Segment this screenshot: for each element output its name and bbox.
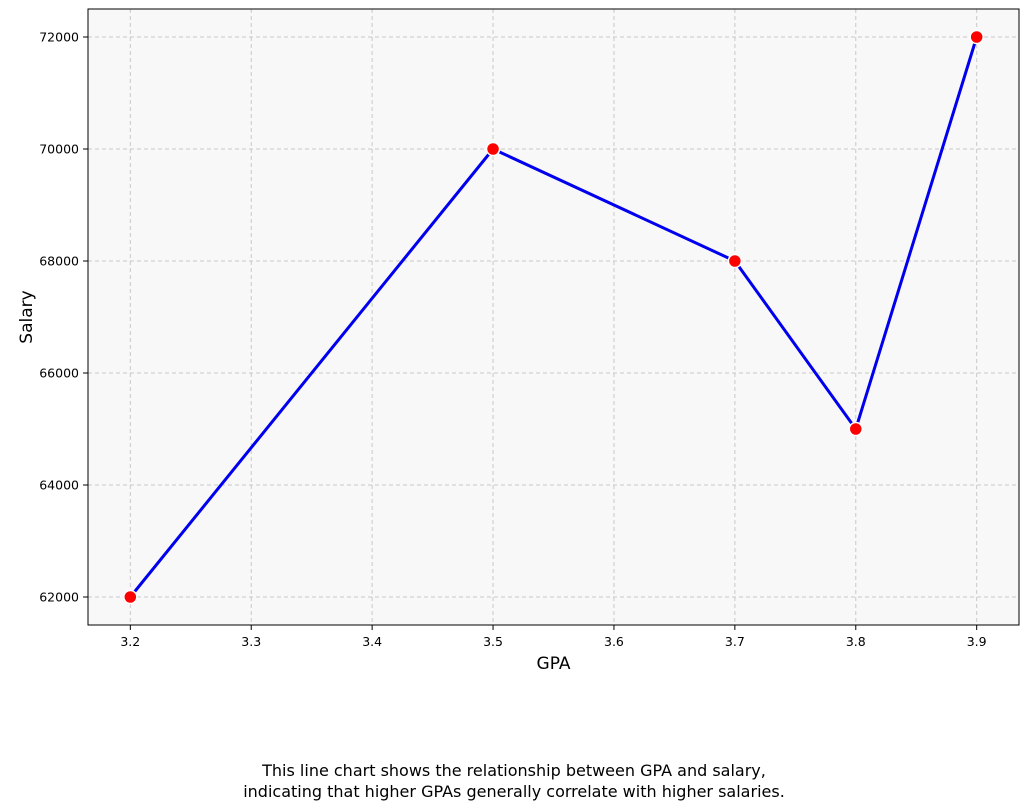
x-tick-label: 3.6 — [604, 634, 624, 649]
x-tick-label: 3.8 — [846, 634, 866, 649]
chart-caption: This line chart shows the relationship b… — [0, 760, 1028, 802]
grid-lines — [88, 9, 1019, 625]
series-group — [123, 29, 984, 605]
y-tick-label: 62000 — [39, 590, 79, 605]
x-axis-label: GPA — [537, 654, 571, 674]
x-tick-label: 3.9 — [967, 634, 987, 649]
y-tick-label: 68000 — [39, 254, 79, 269]
y-tick-label: 70000 — [39, 142, 79, 157]
x-tick-label: 3.4 — [362, 634, 382, 649]
data-point — [969, 29, 984, 45]
plot-area — [88, 9, 1019, 625]
caption-line-1: This line chart shows the relationship b… — [262, 761, 766, 780]
y-tick-label: 64000 — [39, 478, 79, 493]
x-axis-ticks: 3.2 3.3 3.4 3.5 3.6 3.7 3.8 3.9 — [120, 625, 987, 649]
y-tick-label: 72000 — [39, 30, 79, 45]
data-point — [848, 421, 864, 437]
x-tick-label: 3.2 — [120, 634, 140, 649]
data-point — [485, 141, 501, 157]
data-point — [123, 589, 138, 605]
x-tick-label: 3.7 — [725, 634, 745, 649]
y-axis-ticks: 62000 64000 66000 68000 70000 72000 — [39, 30, 88, 605]
caption-line-2: indicating that higher GPAs generally co… — [243, 782, 785, 801]
line-chart: 3.2 3.3 3.4 3.5 3.6 3.7 3.8 3.9 62000 64000 66000… — [17, 8, 1020, 674]
x-tick-label: 3.5 — [483, 634, 503, 649]
data-point — [727, 253, 743, 269]
x-tick-label: 3.3 — [241, 634, 261, 649]
plot-frame — [87, 8, 1020, 626]
y-axis-label: Salary — [17, 290, 37, 343]
y-tick-label: 66000 — [39, 366, 79, 381]
